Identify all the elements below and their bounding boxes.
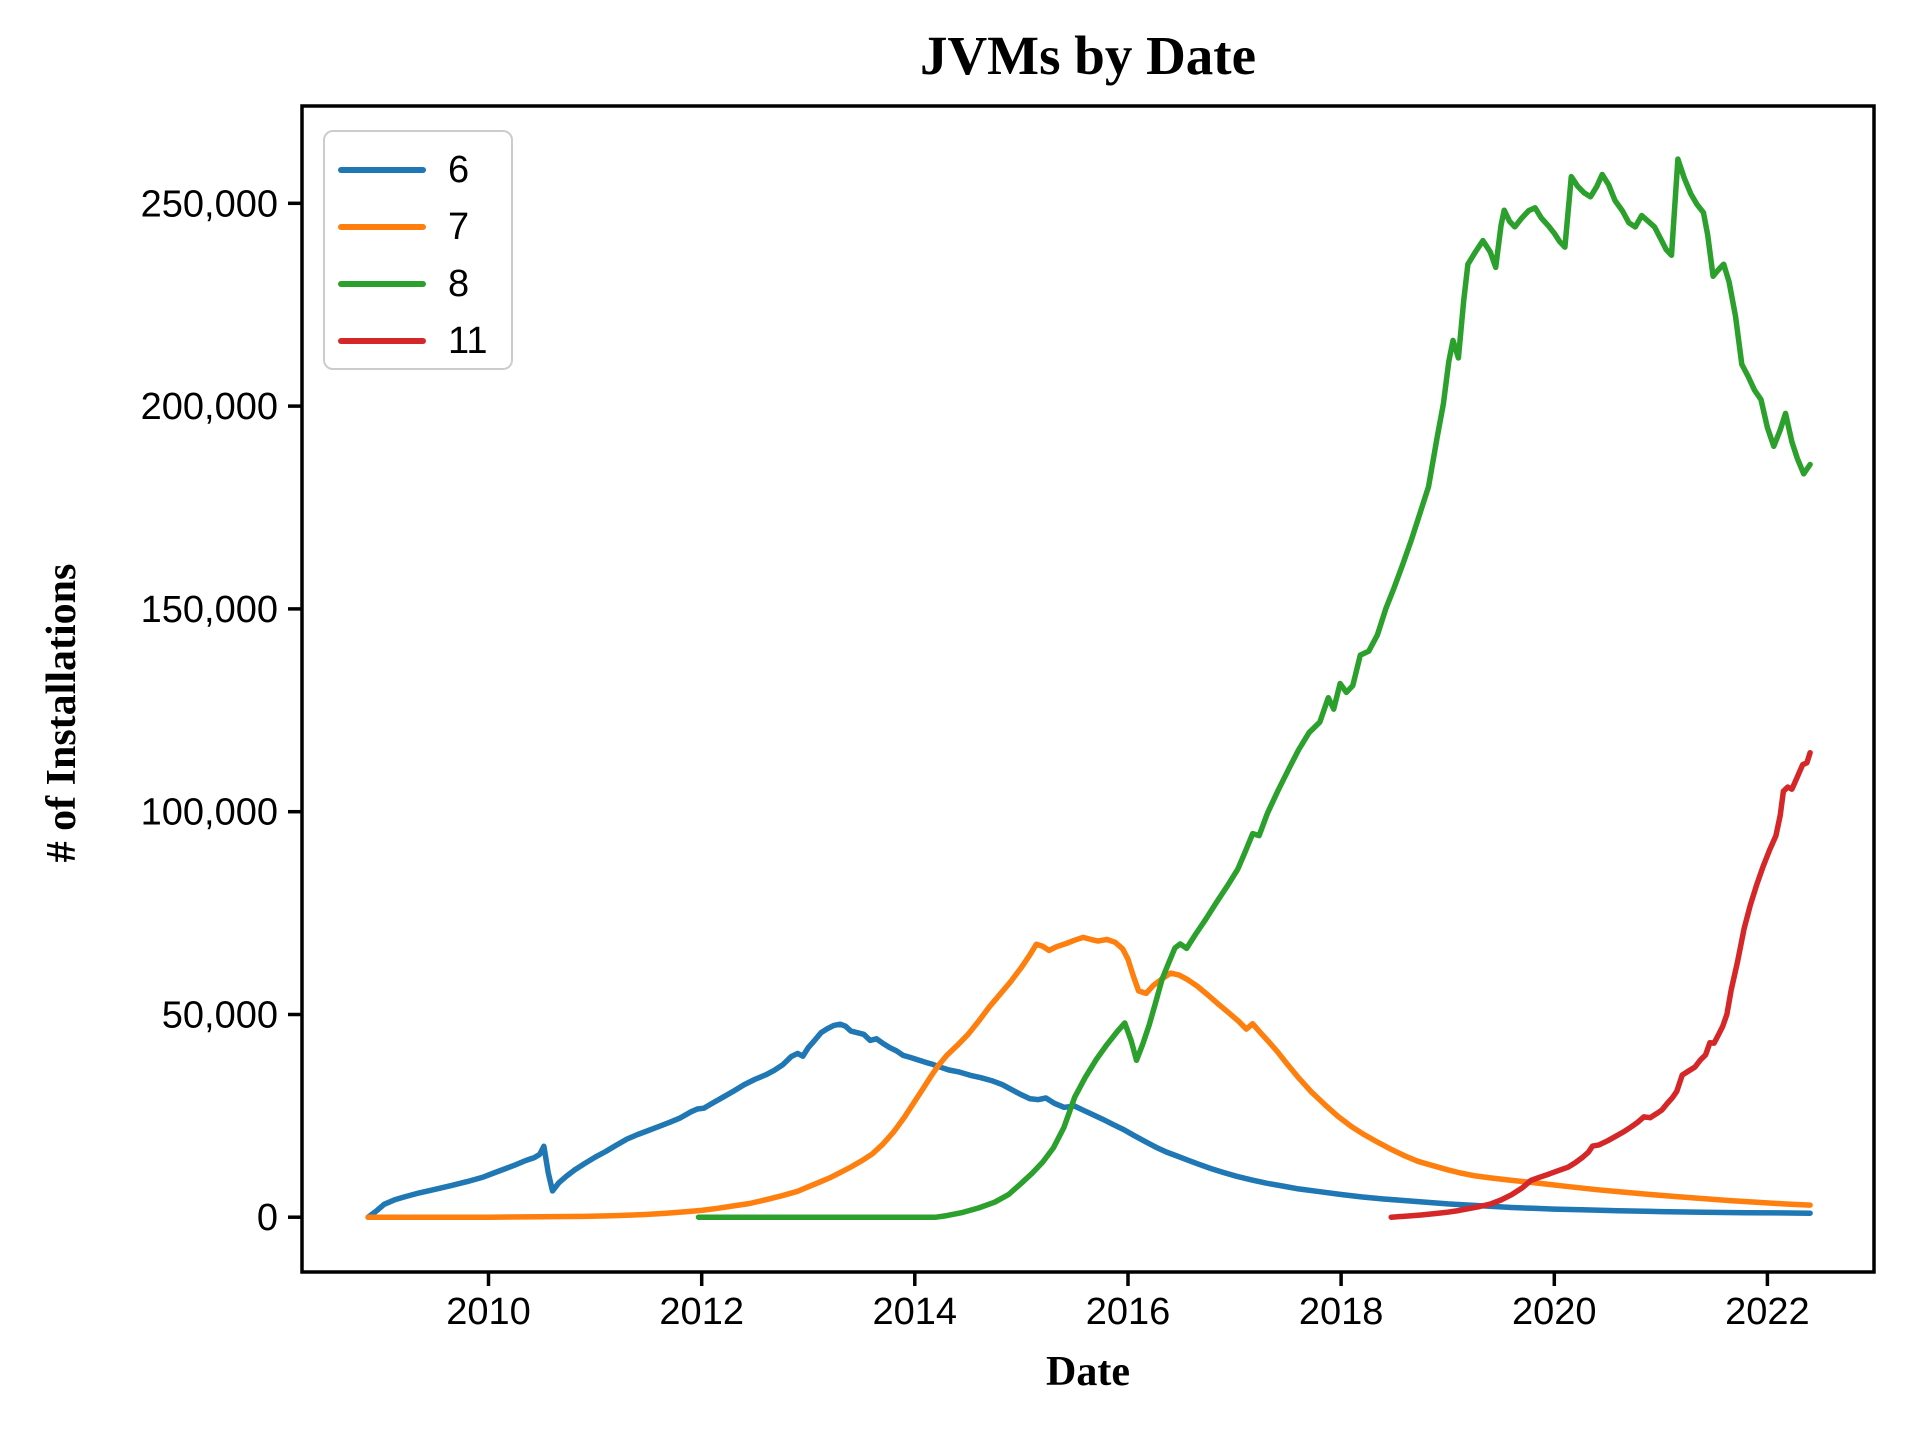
series-line-6 <box>365 1021 1813 1220</box>
y-tick-label: 150,000 <box>141 589 278 631</box>
chart-title: JVMs by Date <box>919 25 1257 86</box>
x-tick-label: 2016 <box>1086 1291 1171 1333</box>
x-tick-label: 2010 <box>446 1291 531 1333</box>
y-tick-label: 250,000 <box>141 183 278 225</box>
legend-label-11: 11 <box>448 319 488 362</box>
legend-item-7: 7 <box>325 198 511 255</box>
legend-item-8: 8 <box>325 255 511 312</box>
y-tick-label: 0 <box>257 1197 278 1239</box>
x-tick-label: 2014 <box>873 1291 958 1333</box>
x-tick-label: 2012 <box>659 1291 744 1333</box>
legend-line-sample-6 <box>338 166 426 173</box>
x-tick-label: 2018 <box>1299 1291 1384 1333</box>
y-tick-label: 100,000 <box>141 792 278 834</box>
legend-item-6: 6 <box>325 141 511 198</box>
y-axis-label: # of Installations <box>39 563 85 863</box>
legend-item-11: 11 <box>325 312 511 369</box>
legend-line-sample-8 <box>338 280 426 287</box>
plot-spines <box>300 104 1876 1274</box>
series-line-7 <box>365 934 1813 1220</box>
legend-label-6: 6 <box>448 148 470 191</box>
legend-label-7: 7 <box>448 205 470 248</box>
series-line-11 <box>1388 749 1813 1220</box>
legend-line-sample-11 <box>338 337 426 344</box>
legend-line-sample-7 <box>338 223 426 230</box>
y-tick-label: 200,000 <box>141 386 278 428</box>
y-tick-label: 50,000 <box>162 995 278 1037</box>
x-tick-label: 2022 <box>1725 1291 1810 1333</box>
legend-label-8: 8 <box>448 262 470 305</box>
x-axis-label: Date <box>1046 1349 1130 1395</box>
x-tick-label: 2020 <box>1512 1291 1597 1333</box>
legend-box: 6 7 8 11 <box>323 130 513 370</box>
series-line-8 <box>695 156 1813 1220</box>
